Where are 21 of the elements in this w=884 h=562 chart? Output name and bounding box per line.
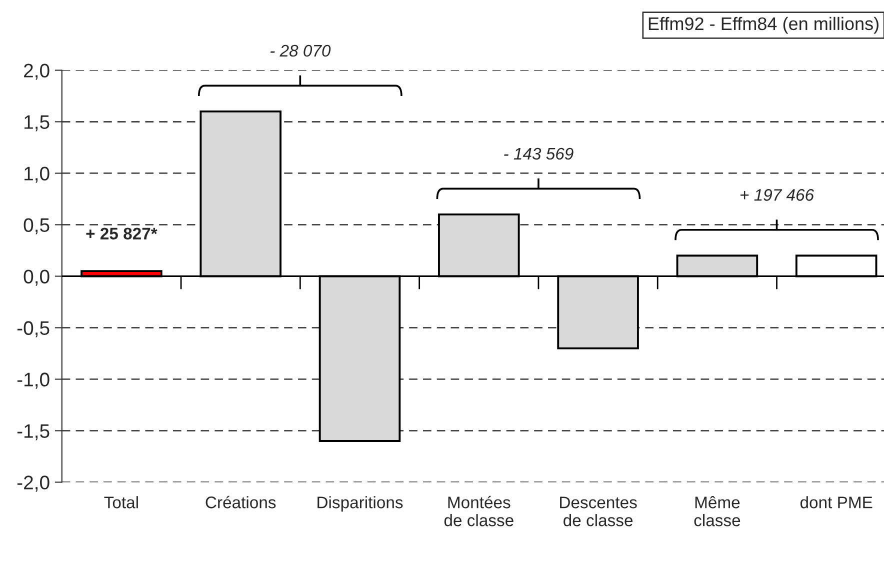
- annotation: - 143 569: [504, 148, 574, 160]
- y-tick-label: 0,5: [24, 218, 50, 234]
- y-tick-label: 1,5: [24, 115, 50, 132]
- text: - 28 070: [270, 44, 331, 57]
- y-tick-label: 0,0: [24, 270, 50, 286]
- y-tick-label: -2,0: [17, 476, 50, 492]
- y-tick-label: -0,5: [17, 321, 50, 338]
- x-tick-label: Créations: [206, 496, 276, 508]
- x-tick-label: Même classe: [694, 496, 740, 526]
- chart-title: Effm92 - Effm84 (en millions): [648, 16, 878, 34]
- x-tick-label: Montées de classe: [444, 496, 514, 526]
- x-tick-label: Disparitions: [318, 496, 403, 512]
- y-tick-label: -1,0: [17, 372, 50, 389]
- y-tick-label: -1,5: [17, 424, 50, 440]
- x-tick-label: Total: [104, 496, 138, 508]
- x-tick-label: Descentes de classe: [560, 496, 637, 526]
- y-tick-label: 2,0: [24, 64, 50, 80]
- x-tick-label: dont PME: [800, 496, 872, 508]
- annotation: + 25 827*: [86, 228, 158, 240]
- annotation: + 197 466: [740, 189, 814, 201]
- y-tick-label: 1,0: [24, 166, 50, 183]
